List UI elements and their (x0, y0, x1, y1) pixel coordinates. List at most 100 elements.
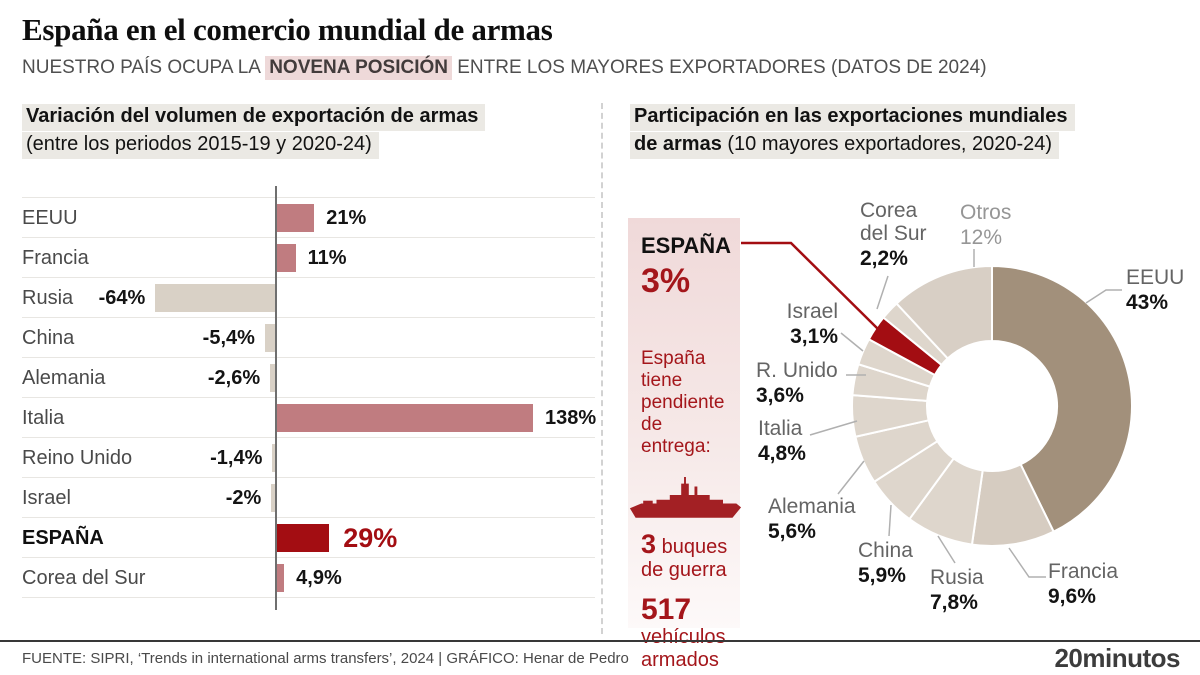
donut-label-italia: Italia 4,8% (758, 417, 806, 465)
warship-icon (629, 476, 742, 518)
donut-label-value: 43% (1126, 291, 1169, 314)
bar-value: 4,9% (296, 567, 342, 589)
right-panel-title-bold2: de armas (634, 133, 722, 155)
panel-divider (601, 103, 603, 634)
bar-label: Israel (22, 487, 71, 509)
bar-label: Francia (22, 247, 89, 269)
donut-label-otros: Otros 12% (960, 201, 1011, 249)
bar (275, 564, 285, 592)
connector-corea-del-sur (876, 275, 889, 310)
donut-label-r-unido: R. Unido 3,6% (756, 359, 838, 407)
donut-label-israel: Israel 3,1% (758, 300, 838, 348)
connector-italia (809, 420, 858, 436)
zero-axis (275, 186, 277, 610)
callout-item-number: 517 (641, 593, 692, 626)
bar-row-rusia: Rusia -64% (22, 278, 595, 318)
donut-label-name: EEUU (1126, 266, 1185, 289)
bar-label: Reino Unido (22, 447, 133, 469)
callout-country: ESPAÑA (641, 233, 732, 258)
bar-value: -2,6% (207, 367, 261, 389)
page-title: España en el comercio mundial de armas (22, 12, 553, 47)
bar-row-reino-unido: Reino Unido -1,4% (22, 438, 595, 478)
left-panel-title-sub: (entre los periodos 2015-19 y 2020-24) (22, 132, 379, 159)
bar (155, 284, 275, 312)
right-panel-title-sub: (10 mayores exportadores, 2020-24) (721, 133, 1053, 155)
donut-label-value: 3,1% (790, 325, 838, 348)
bar (275, 204, 315, 232)
bar (264, 324, 275, 352)
bar-row-corea-del-sur: Corea del Sur 4,9% (22, 558, 595, 598)
callout-item-number: 3 (641, 529, 657, 559)
bar-row-israel: Israel -2% (22, 478, 595, 518)
left-panel-title: Variación del volumen de exportación de … (22, 104, 486, 160)
connector-israel (840, 332, 864, 352)
bar-value: 11% (307, 247, 347, 269)
donut-label-eeuu: EEUU 43% (1126, 266, 1184, 314)
donut-label-value: 5,6% (768, 520, 816, 543)
bar-row-francia: Francia 11% (22, 238, 595, 278)
donut-label-name: Rusia (930, 566, 984, 589)
connector-alemania (837, 460, 865, 495)
footer-source: FUENTE: SIPRI, ‘Trends in international … (22, 650, 629, 667)
donut-label-value: 2,2% (860, 247, 908, 270)
donut-label-value: 9,6% (1048, 585, 1096, 608)
bar (275, 244, 296, 272)
bar-label: Rusia (22, 287, 74, 309)
donut-label-name: Otros (960, 201, 1012, 224)
bar-label: Alemania (22, 367, 106, 389)
connector-rusia (937, 535, 956, 564)
bar-label: EEUU (22, 207, 78, 229)
bar (275, 524, 330, 552)
callout-share: 3% (641, 262, 691, 300)
donut-label-alemania: Alemania 5,6% (768, 495, 856, 543)
callout-item-1: 517 vehículos armados (641, 595, 735, 672)
donut-label-francia: Francia 9,6% (1048, 560, 1118, 608)
bar-row-china: China -5,4% (22, 318, 595, 358)
donut-slice-otros (895, 264, 993, 360)
donut-label-name: Italia (758, 417, 803, 440)
donut-label-value: 12% (960, 226, 1003, 249)
callout-item-0: 3 buques de guerra (641, 529, 728, 582)
donut-label-china: China 5,9% (858, 539, 913, 587)
donut-label-corea-del-sur: Corea del Sur 2,2% (860, 199, 944, 270)
bar-row-italia: Italia 138% (22, 398, 596, 438)
bar (270, 364, 275, 392)
subtitle-highlight: NOVENA POSICIÓN (265, 56, 452, 80)
bar-value: 21% (326, 207, 367, 229)
donut-label-rusia: Rusia 7,8% (930, 566, 984, 614)
callout-items: 3 buques de guerra 517 vehículos armados (628, 529, 740, 672)
subtitle-text-pre: NUESTRO PAÍS OCUPA LA (22, 57, 266, 78)
bar-row-espana: ESPAÑA 29% (22, 518, 595, 558)
bar-value: -64% (98, 287, 146, 309)
connector-francia (1008, 547, 1046, 578)
bar-label: Italia (22, 407, 65, 429)
donut-label-name: Corea del Sur (860, 199, 927, 245)
bar-row-eeuu: EEUU 21% (22, 198, 595, 238)
subtitle: NUESTRO PAÍS OCUPA LA NOVENA POSICIÓN EN… (22, 56, 987, 80)
bar-value: -2% (225, 487, 262, 509)
bar-value: -1,4% (210, 447, 263, 469)
bar (275, 404, 534, 432)
left-panel-title-bold: Variación del volumen de exportación de … (22, 104, 486, 131)
donut-label-value: 7,8% (930, 591, 978, 614)
donut-label-name: Francia (1048, 560, 1119, 583)
bar-value: 29% (343, 523, 398, 553)
spain-callout: ESPAÑA 3% España tiene pendiente de entr… (628, 218, 742, 671)
donut-label-value: 5,9% (858, 564, 906, 587)
bar-label: China (22, 327, 75, 349)
bar-label: Corea del Sur (22, 567, 146, 589)
bar (272, 444, 275, 472)
connector-espana (741, 241, 881, 332)
subtitle-text-post: ENTRE LOS MAYORES EXPORTADORES (DATOS DE… (451, 57, 987, 78)
connector-china (888, 504, 892, 537)
connector-eeuu (1085, 289, 1122, 304)
footer-rule (0, 640, 1200, 642)
bar (271, 484, 275, 512)
bar-row-alemania: Alemania -2,6% (22, 358, 595, 398)
brand-logo: 20minutos (1054, 643, 1180, 673)
right-panel-title-bold: Participación en las exportaciones mundi… (630, 104, 1075, 131)
share-donut-chart (741, 241, 1133, 578)
right-panel-title: Participación en las exportaciones mundi… (630, 104, 1075, 160)
donut-label-name: R. Unido (756, 359, 838, 382)
